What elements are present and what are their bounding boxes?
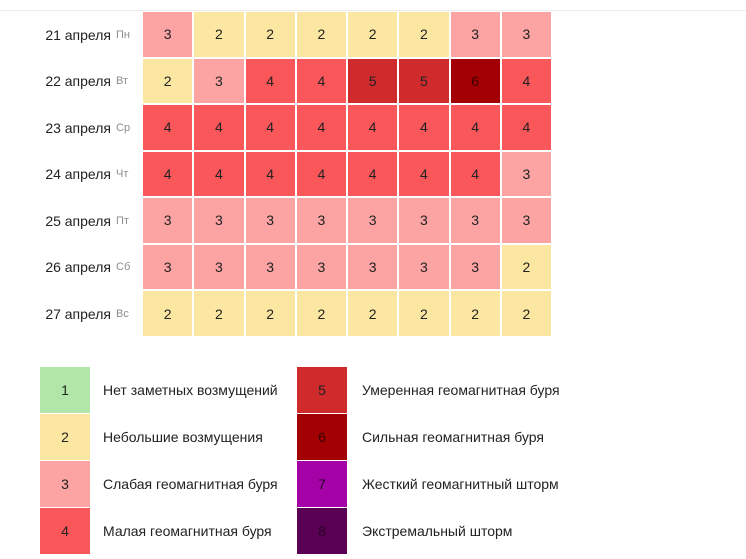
legend-swatch-8: 8 (297, 508, 347, 554)
heatmap-cell: 2 (500, 243, 552, 291)
heatmap-cell: 2 (398, 11, 450, 58)
legend-swatch-2: 2 (40, 414, 90, 460)
heatmap-cell: 4 (244, 150, 296, 198)
heatmap-cell: 4 (142, 104, 194, 151)
legend-label: Экстремальный шторм (362, 523, 513, 539)
day-label: 27 апреля Вс (0, 290, 138, 337)
day-date: 26 апреля (45, 259, 111, 276)
heatmap-cell: 4 (193, 150, 245, 198)
legend-swatch-4: 4 (40, 508, 90, 554)
heatmap-cell: 3 (193, 57, 245, 105)
heatmap-cell: 4 (449, 150, 501, 198)
heatmap-cell: 3 (295, 243, 347, 291)
heatmap-cell: 4 (295, 57, 347, 105)
day-label: 21 апреля Пн (0, 11, 138, 58)
legend-label: Умеренная геомагнитная буря (362, 382, 560, 398)
day-label: 25 апреля Пт (0, 197, 138, 244)
heatmap-cell: 4 (398, 150, 450, 198)
heatmap-cell: 3 (500, 11, 552, 58)
heatmap-cell: 2 (193, 11, 245, 58)
heatmap-cell: 2 (295, 290, 347, 337)
legend-label: Жесткий геомагнитный шторм (362, 476, 559, 492)
heatmap-cell: 5 (398, 57, 450, 105)
heatmap-cell: 4 (347, 150, 399, 198)
heatmap-cell: 4 (500, 57, 552, 105)
day-date: 21 апреля (45, 26, 111, 43)
heatmap-cell: 3 (398, 243, 450, 291)
day-date: 22 апреля (45, 73, 111, 90)
legend-swatch-3: 3 (40, 461, 90, 507)
heatmap-cell: 4 (295, 104, 347, 151)
heatmap-cell: 4 (193, 104, 245, 151)
heatmap-cell: 4 (449, 104, 501, 151)
legend-swatch-5: 5 (297, 367, 347, 413)
heatmap-cell: 3 (142, 197, 194, 244)
heatmap-cell: 3 (244, 243, 296, 291)
heatmap-cell: 3 (193, 197, 245, 244)
heatmap-cell: 2 (142, 57, 194, 105)
heatmap-cell: 4 (347, 104, 399, 151)
heatmap-cell: 3 (347, 197, 399, 244)
heatmap-cell: 2 (244, 290, 296, 337)
legend-swatch-6: 6 (297, 414, 347, 460)
heatmap-cell: 3 (295, 197, 347, 244)
day-date: 23 апреля (45, 119, 111, 136)
heatmap-cell: 2 (142, 290, 194, 337)
legend-label: Слабая геомагнитная буря (103, 476, 278, 492)
heatmap-cell: 2 (500, 290, 552, 337)
heatmap-cell: 3 (449, 243, 501, 291)
heatmap-cell: 2 (347, 11, 399, 58)
heatmap-cell: 3 (500, 150, 552, 198)
day-date: 27 апреля (45, 305, 111, 322)
day-date: 25 апреля (45, 212, 111, 229)
heatmap-cell: 3 (142, 243, 194, 291)
legend-label: Сильная геомагнитная буря (362, 429, 544, 445)
legend-label: Небольшие возмущения (103, 429, 263, 445)
legend-label: Малая геомагнитная буря (103, 523, 272, 539)
day-weekday: Чт (116, 168, 129, 181)
heatmap-cell: 3 (398, 197, 450, 244)
heatmap-cell: 4 (295, 150, 347, 198)
top-divider (0, 10, 746, 11)
heatmap-cell: 3 (347, 243, 399, 291)
day-weekday: Ср (116, 121, 131, 134)
heatmap-cell: 4 (142, 150, 194, 198)
heatmap-cell: 3 (193, 243, 245, 291)
day-weekday: Пт (116, 214, 129, 227)
heatmap-cell: 2 (244, 11, 296, 58)
heatmap-cell: 2 (398, 290, 450, 337)
heatmap-cell: 3 (449, 197, 501, 244)
heatmap-cell: 4 (398, 104, 450, 151)
heatmap-cell: 2 (193, 290, 245, 337)
day-weekday: Сб (116, 261, 131, 274)
day-weekday: Вс (116, 307, 129, 320)
heatmap-cell: 4 (244, 57, 296, 105)
heatmap-cell: 3 (142, 11, 194, 58)
day-label: 24 апреля Чт (0, 151, 138, 198)
day-weekday: Вт (116, 75, 129, 88)
day-label: 26 апреля Сб (0, 244, 138, 291)
legend-swatch-1: 1 (40, 367, 90, 413)
legend-label: Нет заметных возмущений (103, 382, 278, 398)
legend-swatch-7: 7 (297, 461, 347, 507)
heatmap-cell: 3 (449, 11, 501, 58)
heatmap-cell: 4 (244, 104, 296, 151)
heatmap-cell: 6 (449, 57, 501, 105)
heatmap-cell: 2 (449, 290, 501, 337)
heatmap-cell: 5 (347, 57, 399, 105)
day-date: 24 апреля (45, 166, 111, 183)
heatmap-cell: 4 (500, 104, 552, 151)
heatmap-cell: 2 (295, 11, 347, 58)
day-label: 22 апреля Вт (0, 58, 138, 105)
heatmap-cell: 2 (347, 290, 399, 337)
day-label: 23 апреля Ср (0, 104, 138, 151)
heatmap-cell: 3 (244, 197, 296, 244)
heatmap-cell: 3 (500, 197, 552, 244)
day-weekday: Пн (116, 28, 130, 41)
